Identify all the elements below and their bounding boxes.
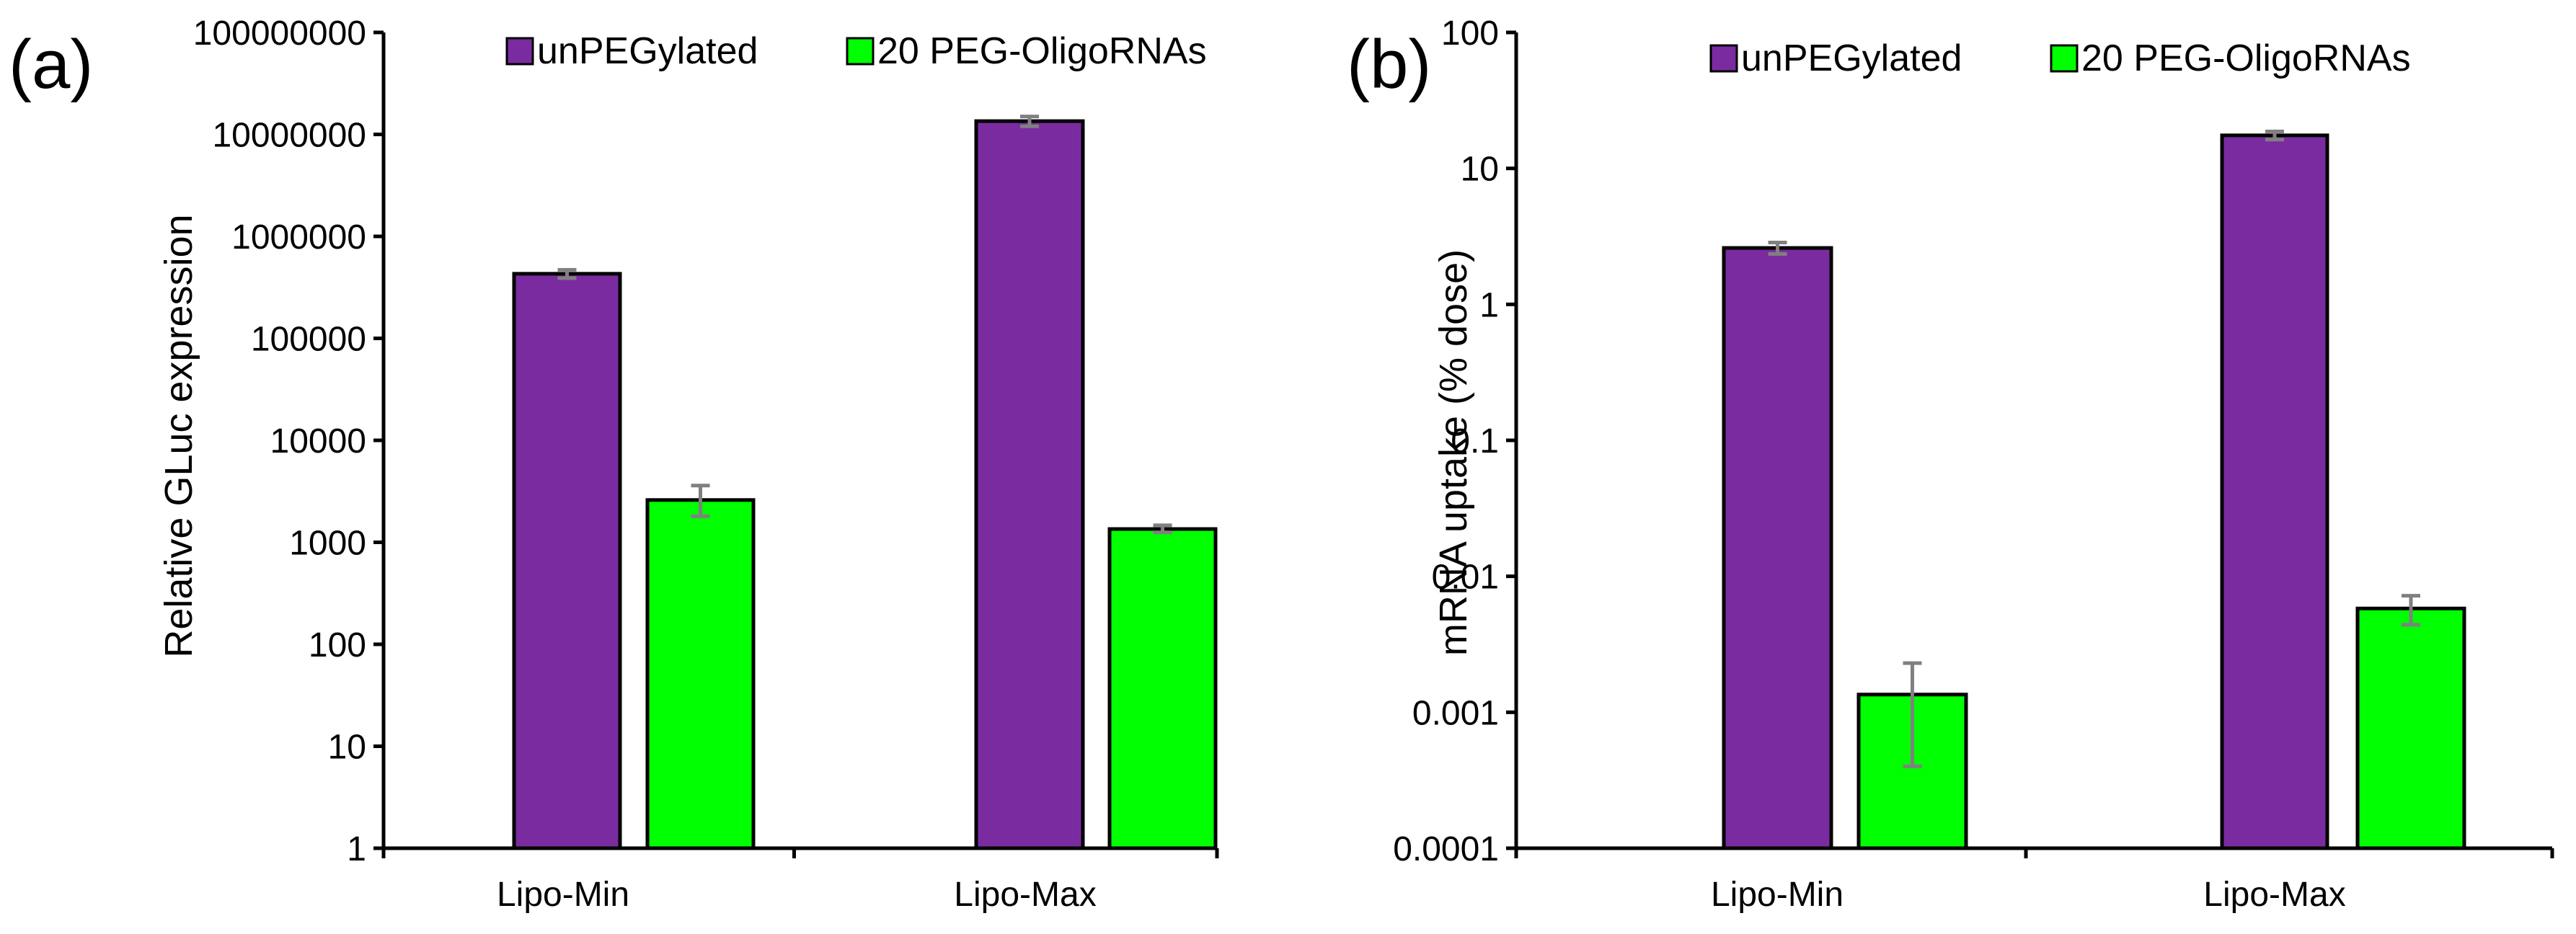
- panel-a: (a) Relative GLuc expression unPEGylated…: [9, 26, 1207, 658]
- panel-a-label: (a): [9, 26, 93, 103]
- panel-b-y-tick-label-0: 0.0001: [1393, 830, 1499, 868]
- panel-b-y-tick-label-3: 0.1: [1451, 422, 1499, 461]
- panel-a-y-tick-label-6: 1000000: [231, 218, 366, 257]
- panel-b-legend-label-1: 20 PEG-OligoRNAs: [2081, 37, 2411, 79]
- panel-a-bar-1-0: [645, 498, 756, 850]
- panel-b-legend-label-0: unPEGylated: [1741, 37, 1962, 79]
- panel-a-y-tick-label-5: 100000: [251, 321, 366, 359]
- panel-b-legend-swatch-0: [1709, 44, 1738, 73]
- panel-b-y-tick-label-5: 10: [1461, 151, 1499, 189]
- panel-b-bar-0-0: [1722, 246, 1833, 850]
- panel-a-bar-1-1: [1107, 527, 1218, 850]
- panel-a-legend-swatch-1: [846, 37, 875, 66]
- panel-b-y-tick-label-2: 0.01: [1432, 559, 1499, 597]
- panel-a-bar-0-0: [512, 272, 622, 850]
- panel-b-bar-1-1: [2355, 606, 2466, 850]
- panel-a-legend-label-0: unPEGylated: [537, 30, 758, 72]
- panel-a-y-tick-label-0: 1: [347, 830, 366, 868]
- panel-a-y-tick-label-3: 1000: [289, 525, 366, 563]
- panel-b-plot: 0.0001 0.001 0.01 0.1 1 10 100 Lipo-Min Lipo-Max: [1393, 14, 2554, 914]
- panel-a-category-label-1: Lipo-Max: [954, 876, 1096, 914]
- panel-a-category-label-0: Lipo-Min: [497, 876, 629, 914]
- panel-b-category-label-1: Lipo-Max: [2203, 876, 2345, 914]
- panel-b-category-label-0: Lipo-Min: [1711, 876, 1844, 914]
- panel-b-y-tick-label-6: 100: [1441, 14, 1499, 53]
- panel-a-y-axis-title: Relative GLuc expression: [157, 214, 200, 657]
- panel-b-legend: unPEGylated 20 PEG-OligoRNAs: [1709, 37, 2411, 79]
- panel-b-y-axis-title: mRNA uptake (% dose): [1432, 249, 1475, 656]
- panel-b-y-tick-label-1: 0.001: [1412, 694, 1499, 732]
- panel-a-plot: 1 10 100 1000 10000 100000 1000000 10000000 1000…: [193, 14, 1219, 914]
- panel-b-y-tick-label-4: 1: [1479, 286, 1499, 324]
- panel-a-legend: unPEGylated 20 PEG-OligoRNAs: [505, 30, 1207, 72]
- panel-a-y-tick-label-1: 10: [328, 729, 366, 767]
- panel-b-bar-0-1: [2220, 133, 2329, 850]
- panel-a-y-tick-label-8: 100000000: [193, 14, 366, 53]
- panel-a-legend-label-1: 20 PEG-OligoRNAs: [877, 30, 1207, 72]
- panel-b: (b) mRNA uptake (% dose) unPEGylated 20 …: [1347, 26, 2411, 656]
- panel-b-label: (b): [1347, 26, 1431, 103]
- panel-a-bar-0-1: [974, 119, 1085, 850]
- panel-a-y-tick-label-4: 10000: [270, 422, 366, 461]
- panel-a-legend-swatch-0: [505, 37, 534, 66]
- panel-a-y-tick-label-7: 10000000: [212, 117, 366, 155]
- panel-a-y-tick-label-2: 100: [309, 626, 366, 664]
- panel-b-legend-swatch-1: [2050, 44, 2079, 73]
